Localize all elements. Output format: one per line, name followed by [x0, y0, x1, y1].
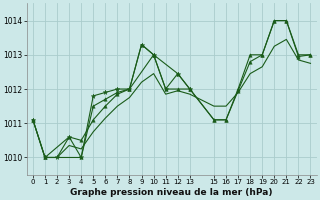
X-axis label: Graphe pression niveau de la mer (hPa): Graphe pression niveau de la mer (hPa) [70, 188, 273, 197]
